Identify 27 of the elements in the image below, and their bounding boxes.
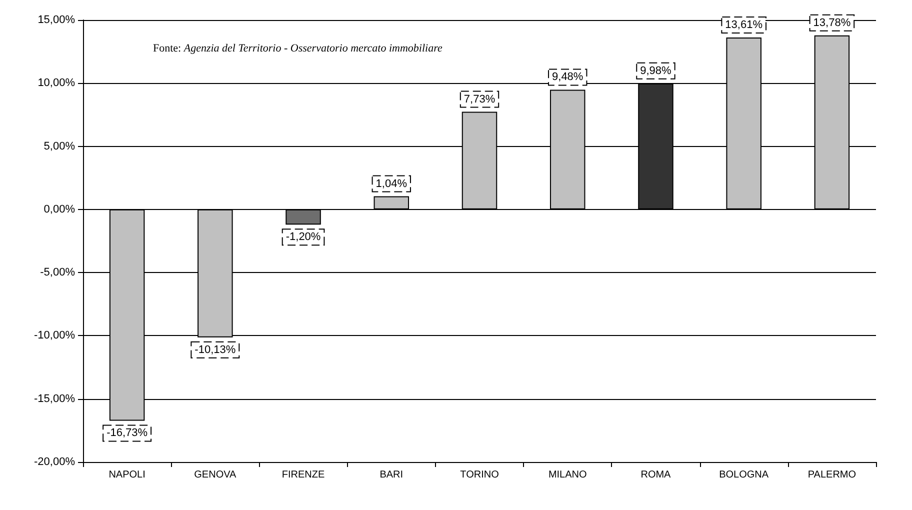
y-tick-label: -20,00% [34,456,76,468]
y-tick-label: 0,00% [44,203,76,216]
y-tick-label: -5,00% [40,266,76,279]
data-label: -16,73% [106,427,148,440]
annotation: Fonte: Agenzia del Territorio - Osservatorio mercato immobiliare [153,42,442,54]
data-label: 13,78% [813,16,851,29]
data-label: 7,73% [464,93,496,106]
data-label: 1,04% [376,178,408,190]
y-tick-label: 10,00% [38,77,76,90]
y-tick-label: 15,00% [38,14,76,26]
x-tick-label: BARI [380,470,404,480]
data-label: 9,98% [640,64,672,77]
x-tick-label: BOLOGNA [719,470,769,480]
x-tick-label: TORINO [460,470,500,480]
x-tick-label: NAPOLI [108,470,146,480]
x-tick-label: PALERMO [808,470,856,480]
x-tick-label: FIRENZE [282,470,325,480]
y-tick-label: -10,00% [34,330,76,342]
data-label: 9,48% [552,71,584,84]
data-label: -1,20% [286,231,321,244]
y-tick-label: -15,00% [34,392,76,405]
x-tick-label: ROMA [640,470,672,480]
x-tick-label: MILANO [548,470,587,480]
data-label: -10,13% [194,344,236,356]
x-tick-label: GENOVA [194,470,237,480]
y-tick-label: 5,00% [44,140,76,152]
data-label: 13,61% [725,19,763,32]
